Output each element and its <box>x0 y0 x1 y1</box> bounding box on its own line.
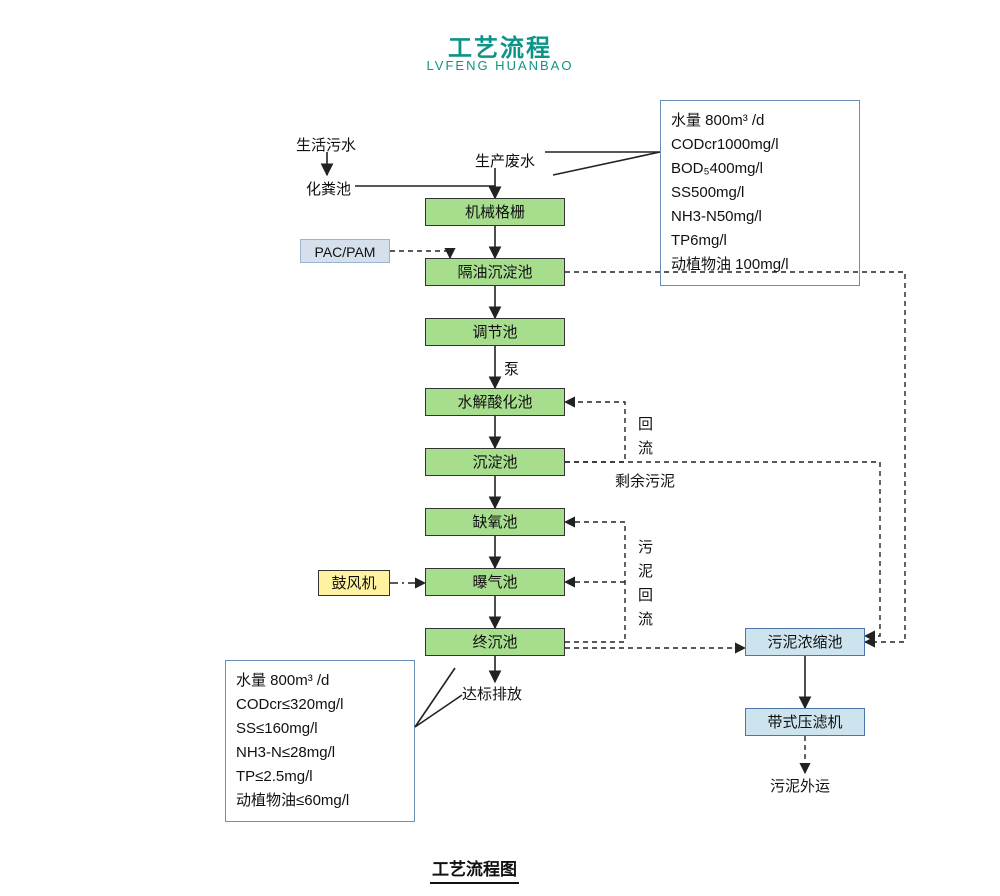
callout-inflow: 水量 800m³ /dCODcr1000mg/lBOD₅400mg/lSS500… <box>660 100 860 286</box>
label-sr3: 回 <box>638 584 653 605</box>
label-sludgeout: 污泥外运 <box>770 775 830 796</box>
callout-line: 水量 800m³ /d <box>236 669 404 693</box>
callout-line: 水量 800m³ /d <box>671 109 849 133</box>
label-excess: 剩余污泥 <box>615 470 675 491</box>
diagram-root: { "header": { "title_cn": "工艺流程", "title… <box>0 0 1000 896</box>
process-equal: 调节池 <box>425 318 565 346</box>
callout-line: SS500mg/l <box>671 181 849 205</box>
label-sr1: 污 <box>638 536 653 557</box>
label-pump: 泵 <box>504 358 519 379</box>
label-sr2: 泥 <box>638 560 653 581</box>
callout-outflow: 水量 800m³ /dCODcr≤320mg/lSS≤160mg/lNH3-N≤… <box>225 660 415 822</box>
callout-line: TP6mg/l <box>671 229 849 253</box>
label-reflux1b: 流 <box>638 437 653 458</box>
process-screen: 机械格栅 <box>425 198 565 226</box>
diagram-caption: 工艺流程图 <box>430 855 519 884</box>
callout-line: TP≤2.5mg/l <box>236 765 404 789</box>
process-aeration: 曝气池 <box>425 568 565 596</box>
callout-line: BOD₅400mg/l <box>671 157 849 181</box>
badge-blower: 鼓风机 <box>318 570 390 596</box>
label-septic: 化粪池 <box>306 178 351 199</box>
callout-line: SS≤160mg/l <box>236 717 404 741</box>
process-sed1: 沉淀池 <box>425 448 565 476</box>
process-anoxic: 缺氧池 <box>425 508 565 536</box>
label-prodww: 生产废水 <box>475 150 535 171</box>
process-finalsed: 终沉池 <box>425 628 565 656</box>
process-hydrol: 水解酸化池 <box>425 388 565 416</box>
sludge-sludgeconc: 污泥浓缩池 <box>745 628 865 656</box>
process-oilsed: 隔油沉淀池 <box>425 258 565 286</box>
callout-line: NH3-N≤28mg/l <box>236 741 404 765</box>
sludge-beltpress: 带式压滤机 <box>745 708 865 736</box>
callout-line: 动植物油≤60mg/l <box>236 789 404 813</box>
callout-line: CODcr1000mg/l <box>671 133 849 157</box>
page-title-en: LVFENG HUANBAO <box>0 58 1000 73</box>
badge-pac-pam: PAC/PAM <box>300 239 390 263</box>
label-sr4: 流 <box>638 608 653 629</box>
callout-line: 动植物油 100mg/l <box>671 253 849 277</box>
label-discharge: 达标排放 <box>462 683 522 704</box>
callout-line: NH3-N50mg/l <box>671 205 849 229</box>
label-domestic: 生活污水 <box>296 134 356 155</box>
callout-line: CODcr≤320mg/l <box>236 693 404 717</box>
label-reflux1a: 回 <box>638 413 653 434</box>
